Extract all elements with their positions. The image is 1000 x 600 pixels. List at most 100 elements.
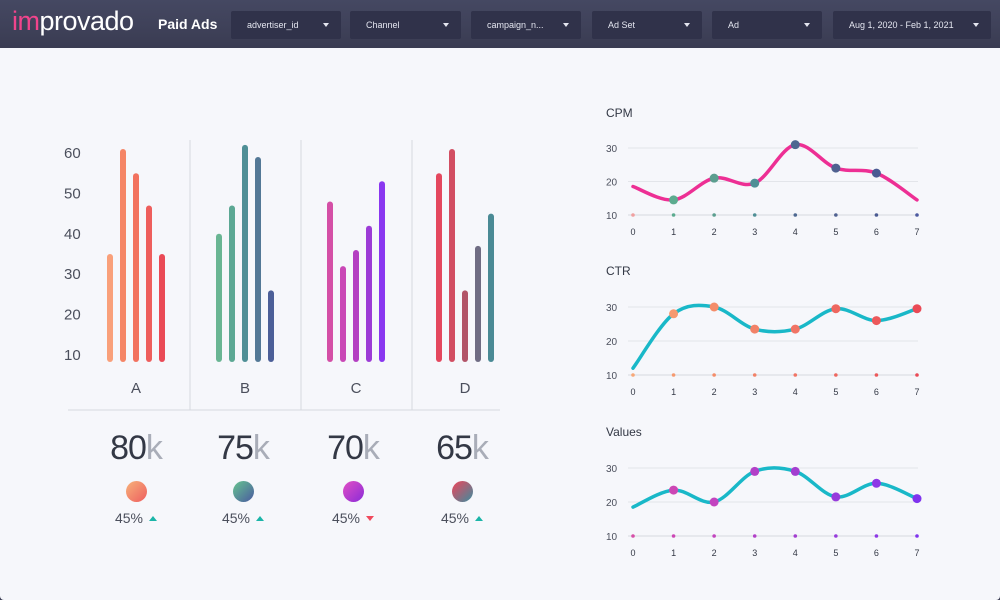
bar-b-4 xyxy=(255,157,261,362)
y-tick-label: 10 xyxy=(606,532,618,543)
y-tick-label: 30 xyxy=(606,303,618,314)
kpi-percent: 45% xyxy=(407,510,517,526)
x-tick-label: 0 xyxy=(630,227,635,237)
bar-b-1 xyxy=(216,233,222,362)
trend-up-icon xyxy=(149,516,158,521)
baseline-dot xyxy=(793,534,798,538)
trend-up-icon xyxy=(256,516,265,521)
kpi-percent: 45% xyxy=(81,510,191,526)
x-tick-label: 5 xyxy=(833,387,838,397)
baseline-dot xyxy=(915,373,919,377)
kpi-a: 80k 45% xyxy=(81,429,191,526)
baseline-dot xyxy=(671,534,676,538)
filter-label: Ad Set xyxy=(608,20,636,30)
bar-group-label: A xyxy=(131,380,141,397)
data-point xyxy=(750,178,760,188)
x-tick-label: 3 xyxy=(752,548,757,558)
x-tick-label: 1 xyxy=(671,227,676,237)
data-point xyxy=(831,304,841,314)
x-tick-label: 7 xyxy=(914,387,919,397)
logo-provado-text: provado xyxy=(39,6,135,36)
y-tick-label: 30 xyxy=(606,144,618,155)
baseline-dot xyxy=(793,373,798,377)
bar-a-4 xyxy=(146,205,152,362)
x-tick-label: 6 xyxy=(874,227,879,237)
x-tick-label: 3 xyxy=(752,387,757,397)
baseline-dot xyxy=(834,213,838,217)
filter-label: advertiser_id xyxy=(247,20,299,30)
x-tick-label: 2 xyxy=(712,387,717,397)
chevron-down-icon xyxy=(443,23,449,27)
bar-c-3 xyxy=(353,249,359,362)
x-tick-label: 5 xyxy=(833,548,838,558)
cpm-chart-title: CPM xyxy=(606,106,633,120)
baseline-dot xyxy=(712,534,716,538)
data-point xyxy=(790,324,800,334)
kpi-value: 80k xyxy=(110,429,163,467)
ctr-chart-title: CTR xyxy=(606,264,631,278)
baseline-dot xyxy=(874,213,879,217)
filter-channel[interactable]: Channel xyxy=(350,11,461,39)
baseline-dot xyxy=(915,213,919,217)
data-point xyxy=(669,485,679,495)
values-chart-title: Values xyxy=(606,425,642,439)
x-tick-label: 6 xyxy=(874,387,879,397)
bar-b-5 xyxy=(268,290,274,362)
data-point xyxy=(831,163,841,173)
page-title: Paid Ads xyxy=(158,16,218,32)
bar-c-2 xyxy=(340,266,346,362)
kpi-c: 70k 45% xyxy=(298,429,408,526)
bar-c-4 xyxy=(366,225,372,362)
x-tick-label: 6 xyxy=(874,548,879,558)
bar-c-1 xyxy=(327,201,333,362)
bar-a-3 xyxy=(133,173,139,362)
data-point xyxy=(871,316,881,326)
filter-advertiser-id[interactable]: advertiser_id xyxy=(231,11,341,39)
x-tick-label: 5 xyxy=(833,227,838,237)
x-tick-label: 4 xyxy=(793,548,798,558)
filter-ad[interactable]: Ad xyxy=(712,11,822,39)
data-point xyxy=(669,195,679,205)
bar-a-1 xyxy=(107,254,113,362)
baseline-dot xyxy=(712,213,716,217)
baseline-dot xyxy=(752,213,757,217)
improvado-logo[interactable]: improvado xyxy=(12,6,134,37)
kpi-value: 65k xyxy=(436,429,489,467)
bar-y-tick-label: 10 xyxy=(64,347,81,364)
baseline-dot xyxy=(874,534,879,538)
kpi-color-dot xyxy=(451,481,473,502)
y-tick-label: 20 xyxy=(606,178,618,189)
baseline-dot xyxy=(874,373,879,377)
trend-up-icon xyxy=(475,516,484,521)
data-point xyxy=(709,497,719,507)
kpi-d: 65k 45% xyxy=(407,429,517,526)
x-tick-label: 2 xyxy=(712,227,717,237)
trend-down-icon xyxy=(366,516,375,521)
filter-ad-set[interactable]: Ad Set xyxy=(592,11,702,39)
data-point xyxy=(709,302,719,312)
x-tick-label: 7 xyxy=(914,548,919,558)
kpi-percent: 45% xyxy=(298,510,408,526)
bar-group-label: D xyxy=(460,380,471,397)
data-point xyxy=(750,324,760,334)
x-tick-label: 3 xyxy=(752,227,757,237)
bar-b-2 xyxy=(229,205,235,362)
bar-group-label: C xyxy=(351,380,362,397)
data-point xyxy=(912,304,922,314)
baseline-dot xyxy=(834,373,838,377)
bar-y-tick-label: 30 xyxy=(64,266,81,283)
x-tick-label: 0 xyxy=(630,548,635,558)
kpi-color-dot xyxy=(342,481,364,502)
bar-a-2 xyxy=(120,148,126,362)
chevron-down-icon xyxy=(804,23,810,27)
baseline-dot xyxy=(631,534,635,538)
data-point xyxy=(912,494,922,504)
baseline-dot xyxy=(915,534,919,538)
filter-date-range[interactable]: Aug 1, 2020 - Feb 1, 2021 xyxy=(833,11,991,39)
y-tick-label: 10 xyxy=(606,211,618,222)
filter-campaign-name[interactable]: campaign_n... xyxy=(471,11,581,39)
kpi-color-dot xyxy=(232,481,254,502)
baseline-dot xyxy=(712,373,716,377)
x-tick-label: 0 xyxy=(630,387,635,397)
data-point xyxy=(790,466,800,476)
